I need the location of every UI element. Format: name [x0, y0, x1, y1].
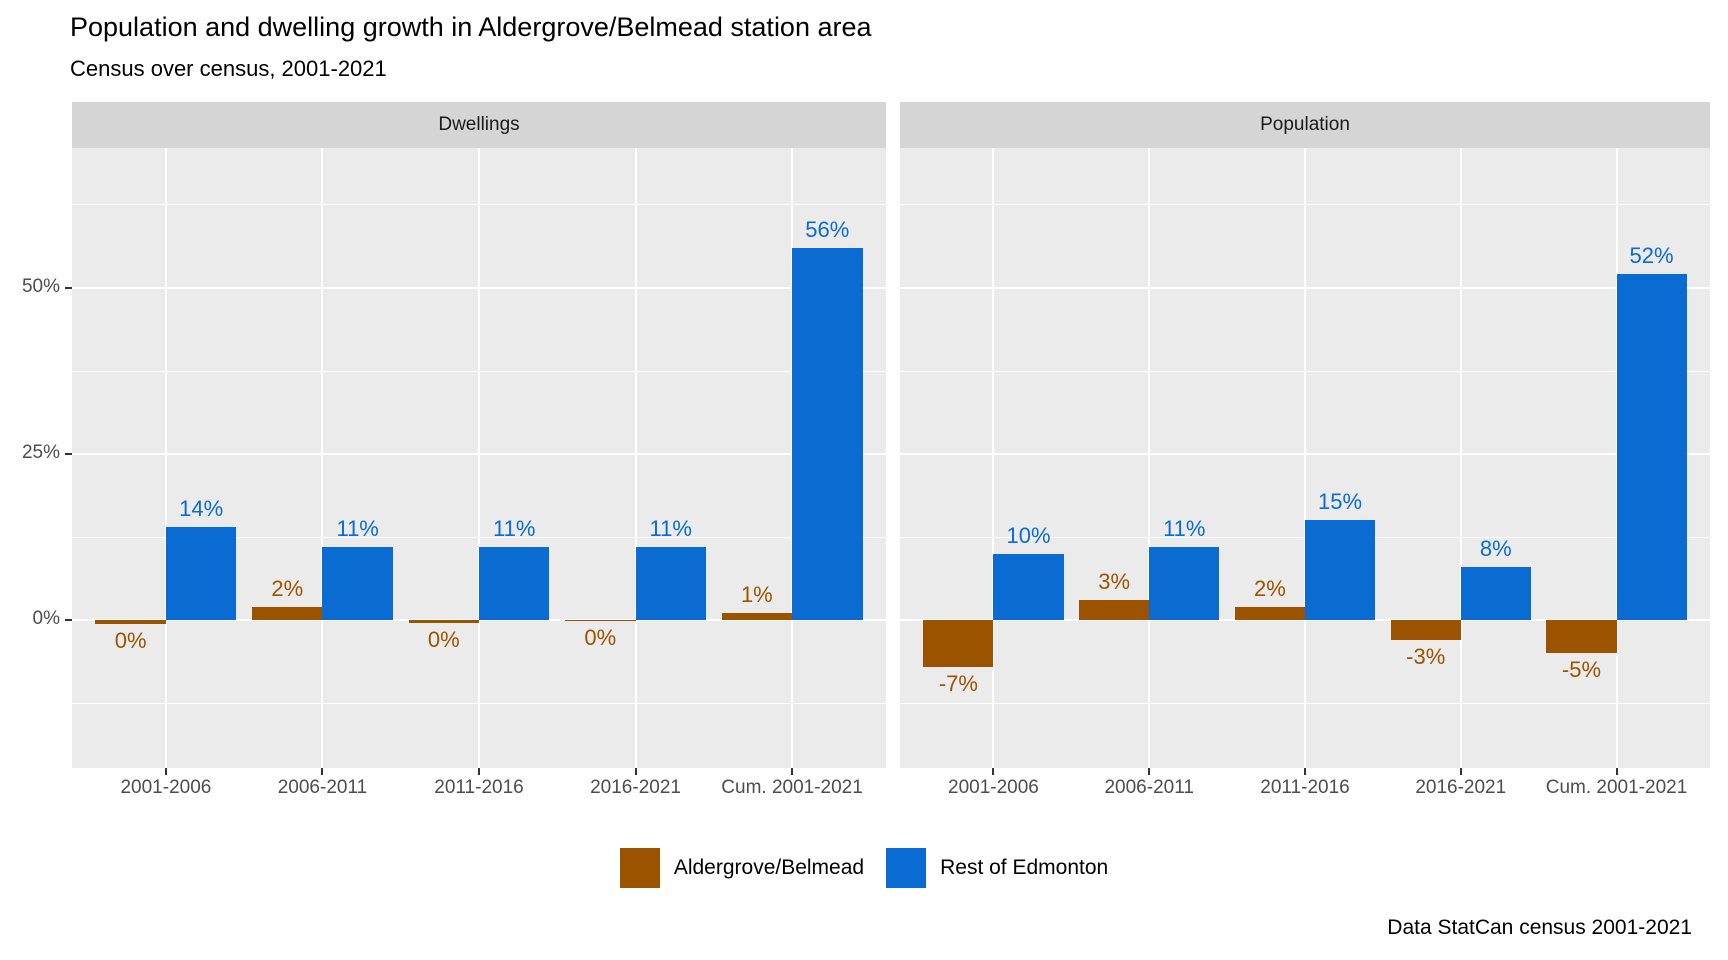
- facet-strip-population: Population: [900, 102, 1710, 148]
- bar-aldergrove-belmead: [408, 620, 479, 623]
- bar-value-label: 0%: [584, 625, 617, 650]
- bar-aldergrove-belmead: [95, 620, 166, 624]
- gridline-vertical: [1304, 148, 1306, 768]
- bar-rest-of-edmonton: [1149, 546, 1220, 620]
- x-axis-label: Cum. 2001-2021: [1545, 777, 1688, 798]
- bar-rest-of-edmonton: [479, 546, 550, 620]
- legend-swatch-edmonton: [886, 848, 927, 888]
- panel-population: -7% 3% 2% -3% -5% 10% 11% 15% 8% 52%: [900, 148, 1710, 768]
- gridline-vertical: [634, 148, 637, 768]
- bar-value-label: 11%: [649, 515, 692, 541]
- x-axis-tick: [992, 768, 995, 775]
- x-axis-label: 2016-2021: [590, 777, 681, 798]
- bar-rest-of-edmonton: [993, 553, 1064, 620]
- x-axis-label: 2016-2021: [1415, 777, 1507, 798]
- legend-label-edmonton: Rest of Edmonton: [940, 856, 1109, 879]
- bar-rest-of-edmonton: [165, 526, 237, 620]
- chart-subtitle: Census over census, 2001-2021: [70, 56, 387, 81]
- bar-value-label: -3%: [1406, 643, 1446, 669]
- chart-title: Population and dwelling growth in Alderg…: [70, 12, 872, 42]
- bar-value-label: 8%: [1479, 535, 1512, 561]
- facet-strip-dwellings: Dwellings: [72, 102, 886, 148]
- bar-value-label: 52%: [1629, 243, 1674, 269]
- x-axis-tick: [634, 768, 637, 775]
- gridline-vertical: [1459, 148, 1462, 768]
- gridline-vertical: [321, 148, 324, 768]
- bar-value-label: 11%: [493, 515, 536, 541]
- x-axis-label: 2011-2016: [434, 777, 524, 798]
- x-axis-tick: [1148, 768, 1151, 775]
- bar-aldergrove-belmead: [1234, 606, 1305, 620]
- legend-swatch-aldergrove: [619, 848, 660, 888]
- bar-rest-of-edmonton: [635, 546, 706, 620]
- y-axis-label: 50%: [21, 275, 60, 297]
- caption: Data StatCan census 2001-2021: [1387, 916, 1692, 939]
- bar-value-label: 10%: [1006, 522, 1051, 548]
- bar-value-label: 2%: [271, 575, 304, 601]
- bar-rest-of-edmonton: [1460, 566, 1531, 620]
- legend-label-aldergrove: Aldergrove/Belmead: [673, 856, 865, 879]
- x-axis-tick: [164, 768, 167, 775]
- legend-item-edmonton: Rest of Edmonton: [886, 848, 1108, 888]
- bar-aldergrove-belmead: [1546, 620, 1617, 654]
- bar-value-label: 0%: [114, 627, 147, 653]
- x-axis-tick: [321, 768, 324, 775]
- x-axis-tick: [1304, 768, 1306, 775]
- x-axis-tick: [478, 768, 480, 775]
- bar-value-label: 0%: [427, 626, 460, 652]
- legend-item-aldergrove: Aldergrove/Belmead: [619, 848, 865, 888]
- bar-rest-of-edmonton: [1616, 274, 1687, 620]
- bar-aldergrove-belmead: [1390, 620, 1461, 640]
- bar-rest-of-edmonton: [1305, 520, 1376, 620]
- bar-aldergrove-belmead: [1079, 600, 1150, 620]
- bar-aldergrove-belmead: [721, 613, 793, 620]
- bar-value-label: 14%: [179, 495, 224, 521]
- bar-value-label: 15%: [1318, 489, 1363, 515]
- bar-aldergrove-belmead: [923, 620, 994, 667]
- bar-value-label: 11%: [1163, 515, 1206, 541]
- x-axis-label: 2001-2006: [948, 777, 1039, 798]
- gridline-vertical: [1148, 148, 1151, 768]
- legend: Aldergrove/Belmead Rest of Edmonton: [0, 846, 1728, 890]
- y-axis-tick: [65, 452, 72, 455]
- y-axis-tick: [65, 286, 72, 289]
- x-axis-label: 2011-2016: [1260, 777, 1350, 798]
- bar-aldergrove-belmead: [252, 606, 323, 620]
- gridline-vertical: [164, 148, 167, 768]
- y-axis-label: 25%: [21, 441, 60, 463]
- y-axis-label: 0%: [32, 608, 60, 629]
- x-axis-label: 2006-2011: [277, 777, 368, 798]
- x-axis-label: 2006-2011: [1104, 777, 1194, 798]
- bar-aldergrove-belmead: [565, 620, 636, 621]
- gridline-vertical: [992, 148, 995, 768]
- bar-value-label: 56%: [805, 216, 850, 242]
- x-axis-label: 2001-2006: [120, 777, 212, 798]
- bar-value-label: 2%: [1254, 575, 1286, 601]
- bar-rest-of-edmonton: [792, 247, 863, 620]
- bar-value-label: -5%: [1561, 657, 1602, 683]
- gridline-vertical: [478, 148, 480, 768]
- x-axis-tick: [791, 768, 794, 775]
- x-axis-tick: [1459, 768, 1462, 775]
- bar-rest-of-edmonton: [322, 546, 393, 620]
- panel-dwellings: 0% 2% 0% 0% 1% 14% 11% 11% 11% 56%: [72, 148, 886, 768]
- bar-value-label: 1%: [740, 582, 773, 608]
- x-axis-label: Cum. 2001-2021: [721, 777, 863, 798]
- y-axis-tick: [65, 619, 72, 621]
- bar-value-label: -7%: [938, 670, 978, 696]
- x-axis-tick: [1615, 768, 1618, 775]
- bar-value-label: 11%: [336, 515, 379, 541]
- bar-value-label: 3%: [1098, 569, 1131, 595]
